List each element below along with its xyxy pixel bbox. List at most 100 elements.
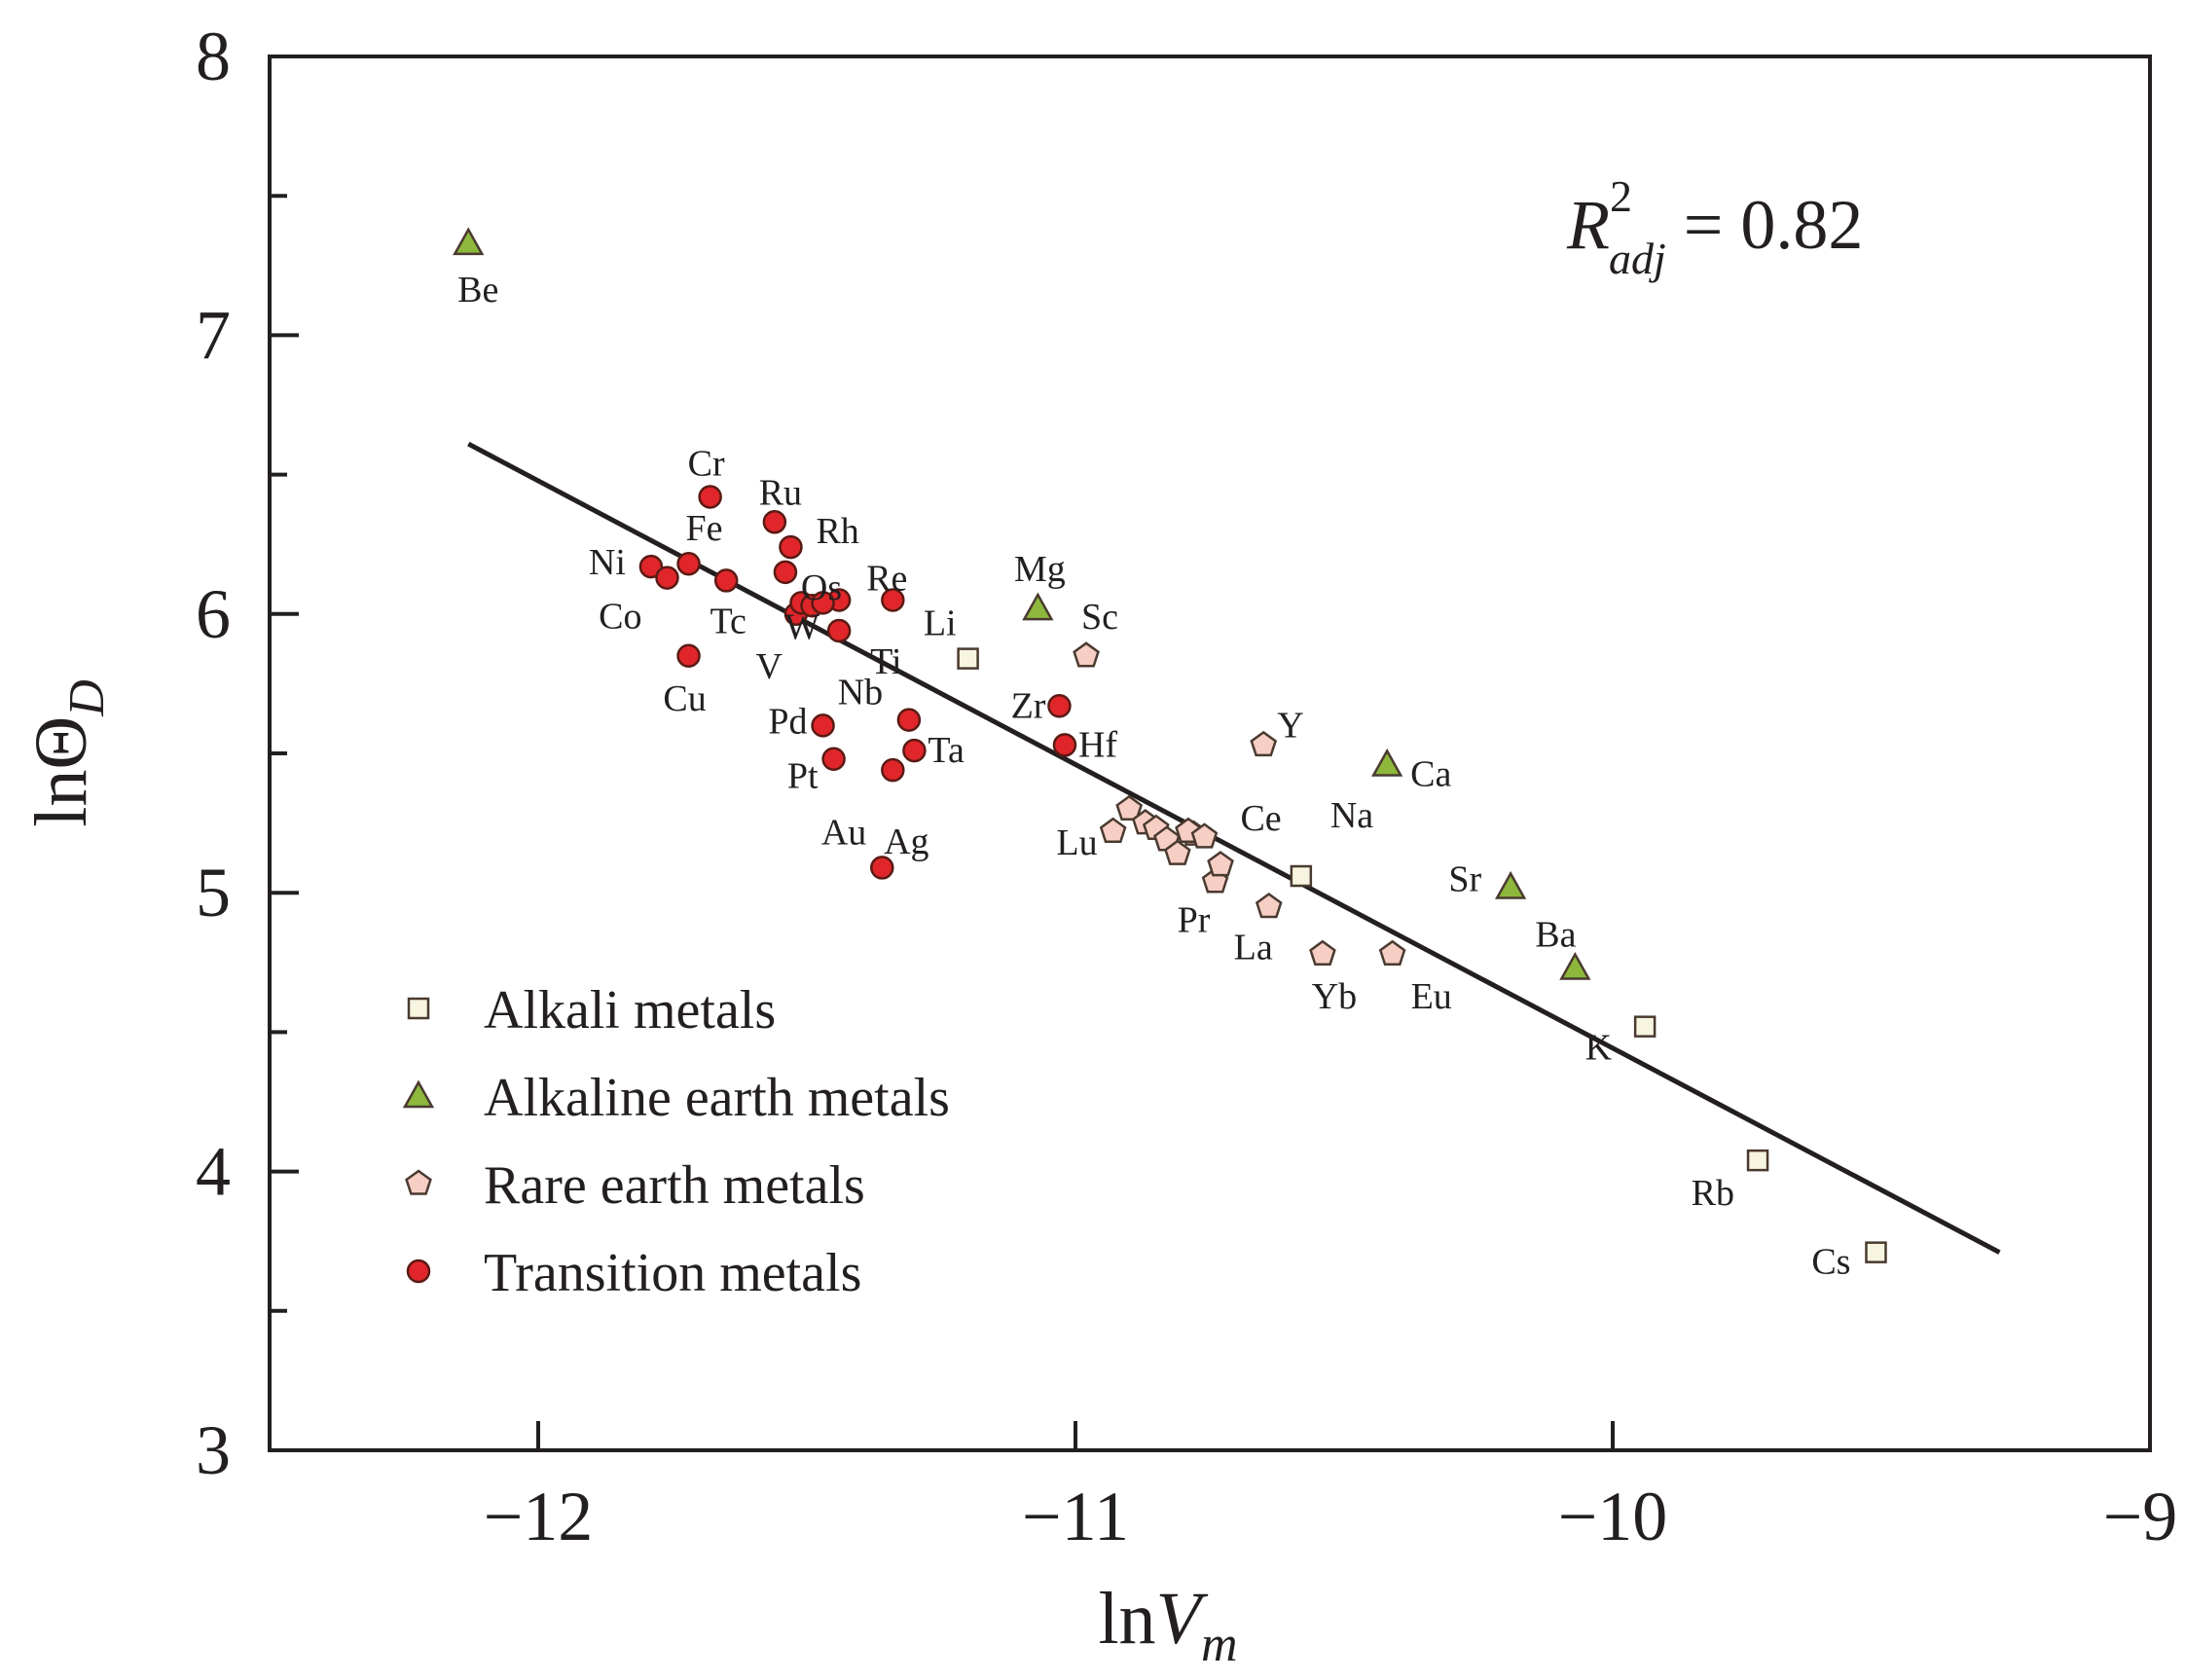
r-squared-annotation: R2 adj = 0.82	[1566, 171, 1863, 283]
point-label: Ag	[884, 822, 929, 862]
data-point	[1047, 694, 1072, 718]
data-point	[698, 485, 722, 509]
x-axis-title: lnVm	[1098, 1578, 1237, 1672]
point-label: Cr	[688, 444, 725, 485]
data-point	[1022, 592, 1054, 621]
legend-marker	[402, 1079, 435, 1109]
point-label: Co	[599, 597, 641, 638]
data-point	[902, 738, 927, 763]
point-label: Pr	[1178, 900, 1211, 941]
data-point	[881, 757, 905, 783]
x-tick-label: −10	[1558, 1478, 1668, 1555]
point-label: Rb	[1692, 1173, 1734, 1214]
data-point	[1099, 817, 1127, 843]
data-point	[453, 227, 485, 256]
data-point	[773, 560, 798, 585]
legend-label: Alkali metals	[484, 980, 776, 1041]
y-tick-label: 6	[196, 575, 231, 653]
data-point	[826, 618, 852, 643]
point-label: Ti	[870, 641, 901, 682]
legend-marker	[405, 1169, 432, 1195]
point-label: Ni	[589, 542, 626, 583]
data-point	[957, 647, 979, 670]
data-point	[676, 643, 701, 669]
point-label: Eu	[1411, 976, 1452, 1017]
y-tick-label: 7	[196, 296, 231, 374]
data-point	[1865, 1241, 1887, 1263]
data-point	[1746, 1149, 1769, 1172]
plot-frame	[268, 55, 2152, 1452]
point-label: Nb	[838, 673, 883, 713]
y-tick-label: 3	[196, 1411, 231, 1489]
legend-marker	[406, 1259, 431, 1284]
data-point	[1164, 839, 1191, 865]
data-point	[1207, 851, 1234, 877]
data-point	[821, 747, 846, 771]
legend: Alkali metals Alkaline earth metals Rare e…	[402, 980, 950, 1303]
data-point	[896, 708, 922, 732]
legend-label: Alkaline earth metals	[484, 1068, 950, 1128]
data-point	[811, 713, 835, 738]
data-point	[655, 566, 679, 590]
point-label: Sc	[1081, 597, 1118, 638]
point-label: Be	[457, 270, 498, 310]
point-label: Pd	[768, 701, 807, 742]
data-point	[881, 588, 905, 612]
legend-label: Transition metals	[484, 1243, 861, 1303]
data-point	[1190, 822, 1219, 849]
y-tick-label: 4	[196, 1133, 231, 1211]
point-label: Hf	[1078, 724, 1117, 765]
data-point	[1115, 794, 1144, 822]
data-point	[870, 856, 894, 880]
x-tick-label: −9	[2103, 1478, 2178, 1555]
y-axis-title: lnΘD	[20, 679, 115, 827]
point-label: Pt	[787, 756, 819, 797]
point-label: Ru	[759, 472, 802, 513]
data-point	[1494, 870, 1527, 899]
data-point	[1371, 748, 1403, 777]
point-label: La	[1234, 928, 1273, 968]
point-label: Re	[866, 558, 907, 599]
data-point	[762, 510, 787, 534]
point-label: W	[784, 606, 819, 647]
y-axis-ticks: 3 4 5 6 7 8	[196, 18, 299, 1489]
point-label: Zr	[1011, 685, 1046, 726]
data-point	[1052, 733, 1077, 757]
legend-marker	[407, 997, 430, 1020]
point-label: Cs	[1811, 1242, 1850, 1283]
point-label: Sr	[1448, 858, 1481, 899]
point-label: Rh	[816, 511, 858, 552]
point-label: Ba	[1535, 915, 1576, 956]
point-label: Ce	[1240, 798, 1281, 839]
x-tick-label: −12	[484, 1478, 594, 1555]
point-label: Yb	[1312, 976, 1357, 1017]
point-label: Ta	[928, 730, 965, 771]
data-point	[1255, 892, 1283, 919]
x-axis-ticks: −12 −11 −10 −9	[484, 1421, 2178, 1555]
data-point	[713, 568, 739, 593]
point-label: Cu	[663, 678, 706, 719]
point-label: Au	[821, 812, 866, 853]
point-label: Ca	[1410, 753, 1451, 794]
legend-label: Rare earth metals	[484, 1155, 865, 1216]
point-label: V	[756, 646, 783, 687]
data-point	[1559, 951, 1591, 980]
data-point	[1633, 1015, 1657, 1038]
data-point	[811, 591, 835, 615]
point-label: Na	[1330, 795, 1373, 836]
data-point	[1309, 939, 1336, 966]
data-point	[779, 534, 803, 560]
data-point	[638, 554, 664, 579]
point-labels: Li Na K Rb Cs Be Mg Ca Sr Ba Sc Y Ce Lu Pr La Yb Eu Cr Ru Rh…	[457, 270, 1850, 1283]
data-points	[453, 227, 1887, 1263]
x-tick-label: −11	[1022, 1478, 1129, 1555]
data-point	[1378, 939, 1406, 966]
point-label: Os	[801, 567, 842, 608]
point-label: Li	[924, 603, 957, 644]
data-point	[1073, 641, 1100, 668]
point-label: Y	[1277, 705, 1303, 746]
point-label: Mg	[1014, 549, 1066, 590]
point-label: Tc	[710, 601, 746, 641]
